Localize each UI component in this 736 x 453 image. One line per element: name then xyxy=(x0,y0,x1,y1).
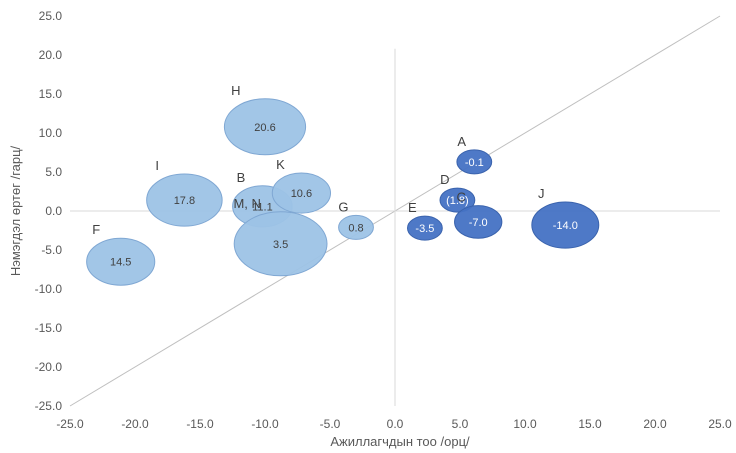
bubble-value-label: 17.8 xyxy=(174,195,195,207)
x-tick-label: -10.0 xyxy=(251,417,279,431)
bubble-value-label: (1.8) xyxy=(446,195,469,207)
bubble-value-label: 0.8 xyxy=(348,222,363,234)
bubble-value-label: -0.1 xyxy=(465,157,484,169)
bubble-d xyxy=(439,187,476,213)
y-tick-label: -20.0 xyxy=(35,360,63,374)
bubble-name-label: A xyxy=(457,134,466,149)
bubble-mn xyxy=(233,211,328,277)
x-tick-label: -25.0 xyxy=(56,417,84,431)
x-tick-label: 15.0 xyxy=(578,417,602,431)
bubble-i xyxy=(146,173,223,227)
x-tick-label: 5.0 xyxy=(452,417,469,431)
bubble-value-label: 11.1 xyxy=(252,201,273,213)
bubble-f xyxy=(86,237,156,286)
bubble-value-label: 20.6 xyxy=(254,122,275,134)
bubble-value-label: -3.5 xyxy=(415,223,434,235)
y-tick-label: -10.0 xyxy=(35,282,63,296)
x-tick-label: 20.0 xyxy=(643,417,667,431)
bubble-name-label: I xyxy=(155,158,159,173)
bubble-value-label: 10.6 xyxy=(291,188,312,200)
bubble-h xyxy=(223,98,307,156)
bubble-label-layer: 20.6 H 17.8 I 11.1 B 10.6 K 3.5 M, N 0.8G 14.5 F -0.1… xyxy=(92,83,578,269)
bubble-name-label: E xyxy=(408,200,417,215)
bubble-name-label: G xyxy=(338,199,348,214)
bubble-value-label: -7.0 xyxy=(469,217,488,229)
bubble-value-label: 14.5 xyxy=(110,257,131,269)
y-tick-label: 20.0 xyxy=(39,48,63,62)
bubble-name-label: D xyxy=(440,172,449,187)
bubble-j xyxy=(531,201,600,249)
bubble-value-label: 3.5 xyxy=(273,239,288,251)
bubble-k xyxy=(271,172,332,214)
bubble-e xyxy=(407,215,443,241)
bubble-name-label: K xyxy=(276,157,285,172)
x-tick-label: -15.0 xyxy=(186,417,214,431)
y-tick-label: -5.0 xyxy=(41,243,62,257)
y-tick-label: 15.0 xyxy=(39,87,63,101)
bubble-value-label: -14.0 xyxy=(553,220,578,232)
y-tick-label: 10.0 xyxy=(39,126,63,140)
x-tick-label: 0.0 xyxy=(387,417,404,431)
tick-label-layer: -25.0 -20.0 -15.0 -10.0 -5.0 0.0 5.0 10.0 15.0 20… xyxy=(35,9,732,431)
bubble-c xyxy=(454,205,503,239)
bubble-name-label: B xyxy=(237,170,246,185)
x-tick-label: -20.0 xyxy=(121,417,149,431)
bubble-name-label: H xyxy=(231,83,240,98)
y-tick-label: 0.0 xyxy=(45,204,62,218)
y-axis-title: Нэмэгдэл өртөг /гарц/ xyxy=(8,145,23,276)
y-tick-label: -25.0 xyxy=(35,399,63,413)
bubble-name-label: C xyxy=(456,190,465,205)
bubble-name-label: J xyxy=(538,186,545,201)
axis-layer xyxy=(70,48,720,406)
x-tick-label: 25.0 xyxy=(708,417,732,431)
x-axis-title: Ажиллагчдын тоо /орц/ xyxy=(330,434,470,449)
bubble-name-label: M, N xyxy=(233,196,260,211)
bubble-name-label: F xyxy=(92,222,100,237)
y-tick-label: -15.0 xyxy=(35,321,63,335)
bubble-g xyxy=(338,214,374,240)
x-tick-label: -5.0 xyxy=(320,417,341,431)
x-tick-label: 10.0 xyxy=(513,417,537,431)
bubble-a xyxy=(456,149,493,175)
y-tick-label: 5.0 xyxy=(45,165,62,179)
bubble-layer xyxy=(86,98,600,286)
y-tick-label: 25.0 xyxy=(39,9,63,23)
